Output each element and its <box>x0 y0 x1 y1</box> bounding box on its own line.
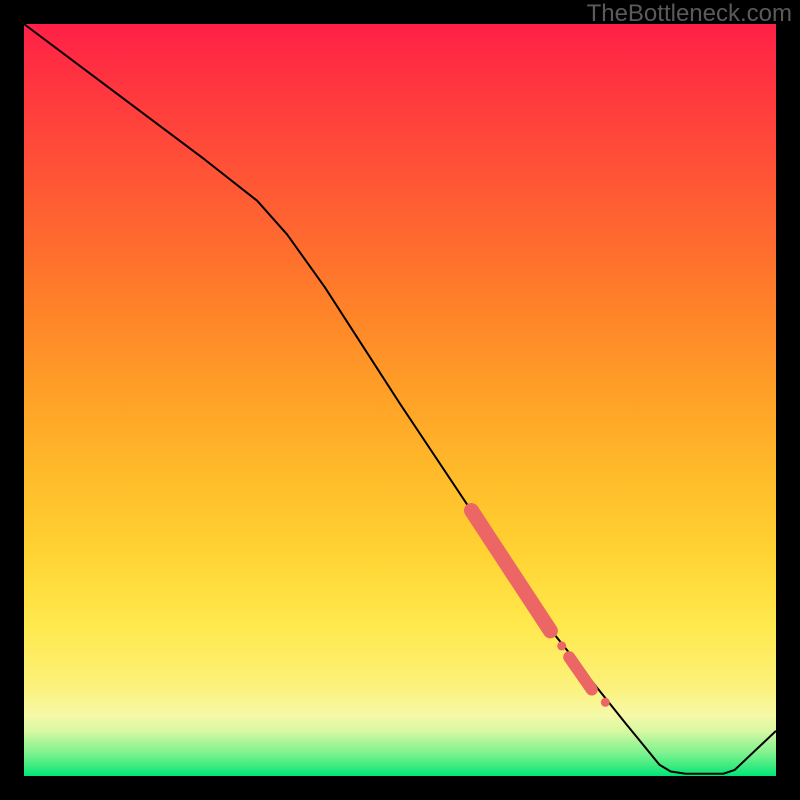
chart-container: TheBottleneck.com <box>0 0 800 800</box>
marker-dot-0 <box>557 641 566 650</box>
watermark-label: TheBottleneck.com <box>587 0 792 28</box>
gradient-background <box>24 24 776 776</box>
bottleneck-chart <box>0 0 800 800</box>
marker-dot-1 <box>601 698 610 707</box>
